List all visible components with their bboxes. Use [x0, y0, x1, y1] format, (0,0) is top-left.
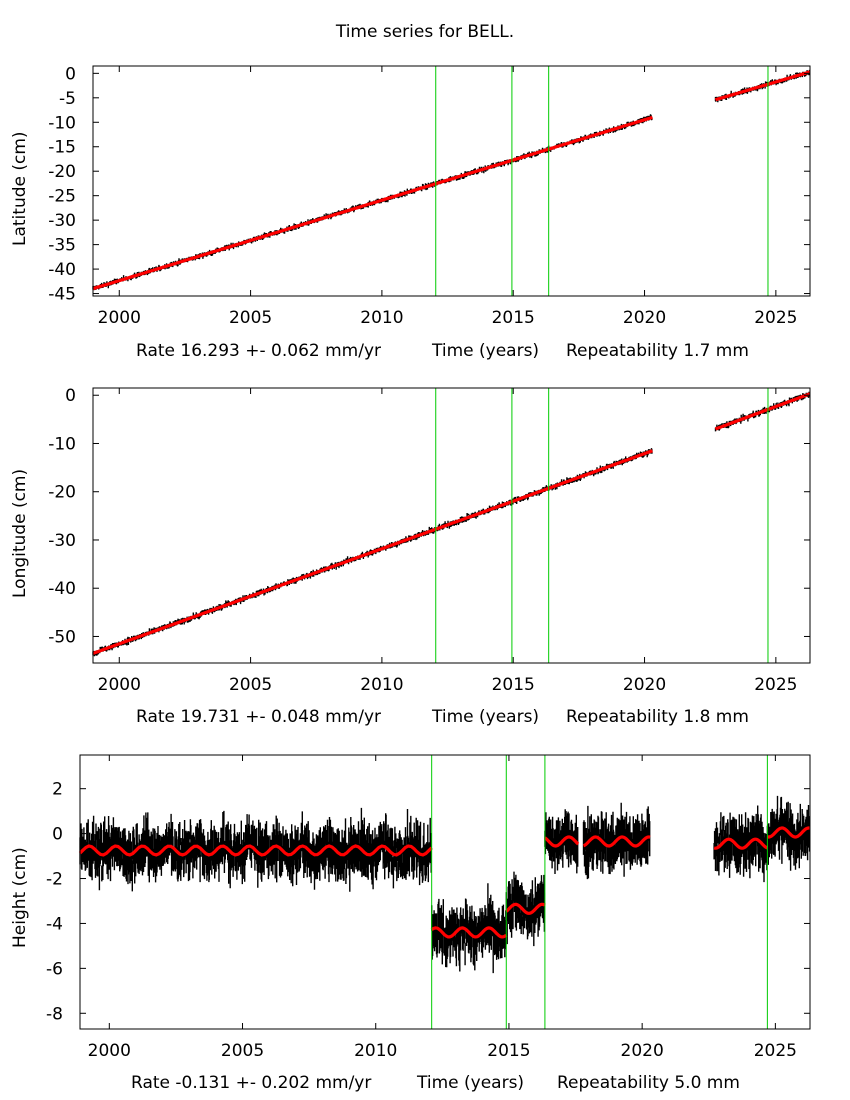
- yaxis-label-latitude: Latitude (cm): [10, 131, 30, 246]
- yaxis-label-longitude: Longitude (cm): [10, 468, 30, 598]
- model-fit-height-4: [582, 835, 651, 848]
- ytick-label: 2: [52, 780, 63, 800]
- xtick-label: 2000: [88, 1041, 131, 1061]
- xtick-label: 2010: [354, 1041, 397, 1061]
- rate-label-latitude: Rate 16.293 +- 0.062 mm/yr: [136, 341, 382, 361]
- data-errorbars-height: [79, 795, 811, 974]
- xtick-label: 2015: [492, 308, 535, 328]
- xtick-label: 2015: [492, 675, 535, 695]
- ytick-label: -40: [48, 579, 76, 599]
- xtick-label: 2005: [229, 675, 272, 695]
- model-fit-height-0: [78, 844, 433, 857]
- ytick-label: -40: [48, 260, 76, 280]
- xtick-label: 2000: [98, 675, 141, 695]
- repeatability-label-height: Repeatability 5.0 mm: [557, 1073, 740, 1093]
- ytick-label: -10: [48, 434, 76, 454]
- ytick-label: -8: [46, 1004, 63, 1024]
- ytick-label: -30: [48, 211, 76, 231]
- plot-frame-longitude: [92, 387, 811, 664]
- rate-label-height: Rate -0.131 +- 0.202 mm/yr: [131, 1073, 372, 1093]
- model-fit-longitude-0: [92, 449, 653, 655]
- ytick-label: -20: [48, 162, 76, 182]
- ytick-label: -20: [48, 483, 76, 503]
- model-fit-latitude-0: [92, 115, 653, 291]
- xtick-label: 2000: [98, 308, 141, 328]
- model-fit-longitude-1: [714, 392, 811, 431]
- panel-longitude: 2000 2005 2010 2015 2020 2025 0 -10 -20 -30 -40 -50: [48, 386, 811, 695]
- ytick-label: -35: [48, 236, 76, 256]
- xtick-label: 2020: [623, 308, 666, 328]
- xtick-label: 2015: [487, 1041, 530, 1061]
- panel-height: 2000 2005 2010 2015 2020 2025 2 0 -2 -4 -6 -8: [46, 754, 811, 1061]
- yaxis-label-height: Height (cm): [10, 847, 30, 948]
- repeatability-label-longitude: Repeatability 1.8 mm: [566, 707, 749, 727]
- ytick-label: -2: [46, 870, 63, 890]
- data-points-height: [79, 795, 811, 974]
- xtick-label: 2025: [754, 308, 797, 328]
- model-fit-height-1: [430, 926, 508, 939]
- xtick-label: 2010: [360, 308, 403, 328]
- ytick-label: -25: [48, 187, 76, 207]
- ytick-label: -5: [59, 89, 76, 109]
- rate-label-longitude: Rate 19.731 +- 0.048 mm/yr: [136, 707, 382, 727]
- ytick-label: -15: [48, 138, 76, 158]
- plot-frame-latitude: [92, 65, 811, 297]
- xtick-label: 2010: [360, 675, 403, 695]
- model-fit-height-2: [505, 902, 546, 915]
- model-fit-height-5: [713, 837, 768, 850]
- xtick-label: 2020: [623, 675, 666, 695]
- plot-frame-height: [79, 754, 811, 1030]
- xtick-label: 2005: [229, 308, 272, 328]
- ytick-label: -50: [48, 627, 76, 647]
- xaxis-label-height: Time (years): [417, 1073, 525, 1093]
- ytick-label: -30: [48, 531, 76, 551]
- ytick-label: -45: [48, 285, 76, 305]
- ytick-label: 0: [65, 64, 76, 84]
- model-fit-latitude-1: [714, 70, 811, 102]
- ytick-label: 0: [65, 386, 76, 406]
- model-fit-height-3: [544, 835, 580, 848]
- xtick-label: 2020: [621, 1041, 664, 1061]
- xtick-label: 2025: [754, 675, 797, 695]
- model-fit-height-6: [766, 826, 811, 839]
- panel-latitude: 2000 2005 2010 2015 2020 2025 0 -5 -10 -15 -20 -25 -…: [48, 64, 811, 328]
- xtick-label: 2025: [754, 1041, 797, 1061]
- xaxis-label-latitude: Time (years): [432, 341, 540, 361]
- ytick-label: -10: [48, 113, 76, 133]
- ytick-label: -6: [46, 959, 63, 979]
- ytick-label: 0: [52, 825, 63, 845]
- repeatability-label-latitude: Repeatability 1.7 mm: [566, 341, 749, 361]
- xtick-label: 2005: [221, 1041, 264, 1061]
- ytick-label: -4: [46, 914, 63, 934]
- figure-title: Time series for BELL.: [335, 22, 515, 42]
- xaxis-label-longitude: Time (years): [432, 707, 540, 727]
